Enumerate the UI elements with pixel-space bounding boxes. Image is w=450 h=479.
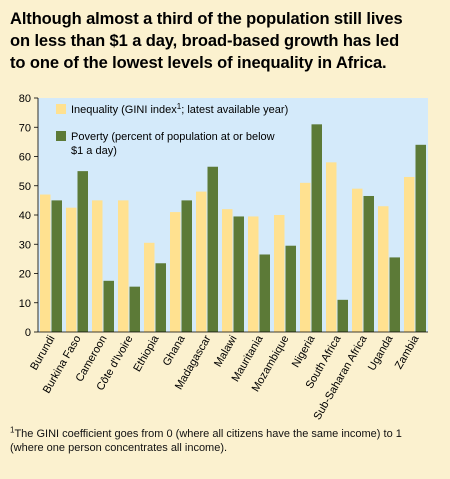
bar-inequality-ethiopia (144, 242, 155, 332)
bar-inequality-burundi (40, 194, 51, 332)
y-tick-label: 70 (19, 122, 31, 134)
bar-poverty-south-africa (337, 299, 348, 332)
footnote-line-1: 1The GINI coefficient goes from 0 (where… (10, 425, 402, 440)
footnote-marker: 1 (10, 425, 15, 435)
bar-poverty-mozambique (285, 245, 296, 332)
title-line-3: to one of the lowest levels of inequalit… (10, 54, 387, 72)
bar-poverty-burundi (51, 200, 62, 333)
bar-poverty-c-te-d-ivoire (129, 286, 140, 332)
y-tick-label: 30 (19, 239, 31, 251)
bar-inequality-uganda (378, 206, 389, 332)
legend-label-inequality: Inequality (GINI index1; latest availabl… (71, 102, 288, 116)
chart-title: Although almost a third of the populatio… (10, 8, 444, 74)
plot-area (38, 98, 428, 332)
bar-inequality-cameroon (92, 200, 103, 333)
y-tick-label: 50 (19, 181, 31, 193)
y-tick-label: 10 (19, 298, 31, 310)
bar-poverty-zambia (415, 144, 426, 332)
bar-inequality-madagascar (196, 191, 207, 332)
y-tick-label: 60 (19, 152, 31, 164)
bar-poverty-uganda (389, 257, 400, 332)
bar-inequality-zambia (404, 176, 415, 332)
bar-poverty-burkina-faso (77, 171, 88, 333)
legend-swatch-poverty (56, 131, 66, 141)
bar-poverty-ghana (181, 200, 192, 333)
x-tick-label-nigeria: Nigeria (290, 333, 318, 370)
bar-poverty-mauritania (259, 254, 270, 332)
legend: Inequality (GINI index1; latest availabl… (56, 102, 288, 157)
bar-poverty-madagascar (207, 166, 218, 332)
legend-swatch-inequality (56, 104, 66, 114)
y-tick-label: 0 (25, 327, 31, 339)
bar-inequality-burkina-faso (66, 207, 77, 332)
title-line-1: Although almost a third of the populatio… (10, 10, 403, 28)
bar-inequality-nigeria (300, 182, 311, 332)
title-line-2: on less than $1 a day, broad-based growt… (10, 32, 400, 50)
bar-inequality-ghana (170, 212, 181, 332)
bar-inequality-c-te-d-ivoire (118, 200, 129, 333)
footnote-line-2: (where one person concentrates all incom… (10, 442, 228, 454)
bars-group (40, 124, 426, 333)
x-tick-label-malawi: Malawi (212, 334, 240, 370)
x-tick-label-zambia: Zambia (393, 333, 422, 372)
legend-label-poverty-line-1: Poverty (percent of population at or bel… (71, 131, 275, 143)
legend-label-poverty-line-2: $1 a day) (71, 145, 117, 157)
bar-poverty-malawi (233, 216, 244, 332)
footnote: 1The GINI coefficient goes from 0 (where… (10, 425, 442, 455)
x-tick-label-ghana: Ghana (161, 333, 188, 368)
bar-poverty-sub-saharan-africa (363, 195, 374, 332)
y-tick-label: 80 (19, 93, 31, 105)
bar-inequality-south-africa (326, 162, 337, 332)
bar-poverty-ethiopia (155, 263, 166, 332)
bar-inequality-mauritania (248, 216, 259, 332)
y-tick-label: 40 (19, 210, 31, 222)
x-tick-label-uganda: Uganda (366, 333, 396, 373)
x-tick-label-ethiopia: Ethiopia (131, 333, 162, 374)
y-tick-label: 20 (19, 269, 31, 281)
bar-inequality-sub-saharan-africa (352, 188, 363, 332)
bar-inequality-mozambique (274, 215, 285, 332)
bar-poverty-nigeria (311, 124, 322, 332)
bar-inequality-malawi (222, 209, 233, 332)
bar-poverty-cameroon (103, 280, 114, 332)
